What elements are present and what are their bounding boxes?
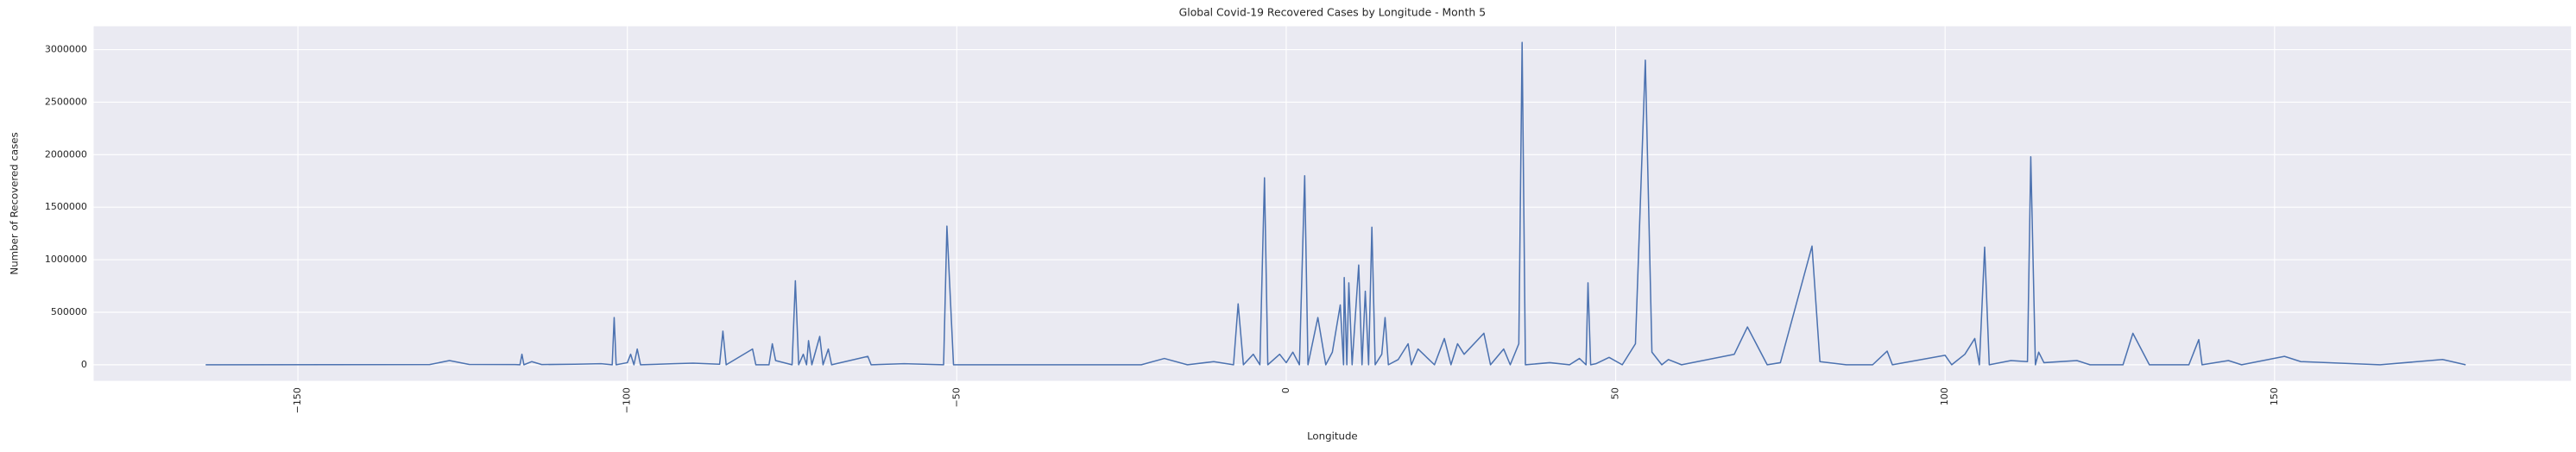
y-tick-label: 1500000	[45, 201, 87, 212]
y-tick-label: 500000	[51, 306, 87, 317]
plot-area	[93, 26, 2572, 381]
y-tick-label: 0	[81, 359, 87, 370]
chart-title: Global Covid-19 Recovered Cases by Longi…	[1179, 7, 1486, 19]
x-tick-label: 100	[1939, 387, 1950, 405]
x-tick-label: −100	[622, 387, 633, 413]
y-tick-label: 2000000	[45, 148, 87, 160]
x-axis-label: Longitude	[1307, 430, 1358, 443]
y-axis-label: Number of Recovered cases	[9, 132, 21, 274]
y-tick-label: 3000000	[45, 44, 87, 55]
x-tick-label: −150	[292, 387, 303, 413]
x-tick-label: 0	[1280, 387, 1291, 393]
data-line	[205, 41, 2466, 366]
x-tick-label: −50	[950, 387, 962, 407]
y-tick-label: 1000000	[45, 254, 87, 265]
x-tick-label: 50	[1610, 387, 1621, 399]
x-tick-label: 150	[2269, 387, 2280, 405]
y-tick-label: 2500000	[45, 96, 87, 107]
